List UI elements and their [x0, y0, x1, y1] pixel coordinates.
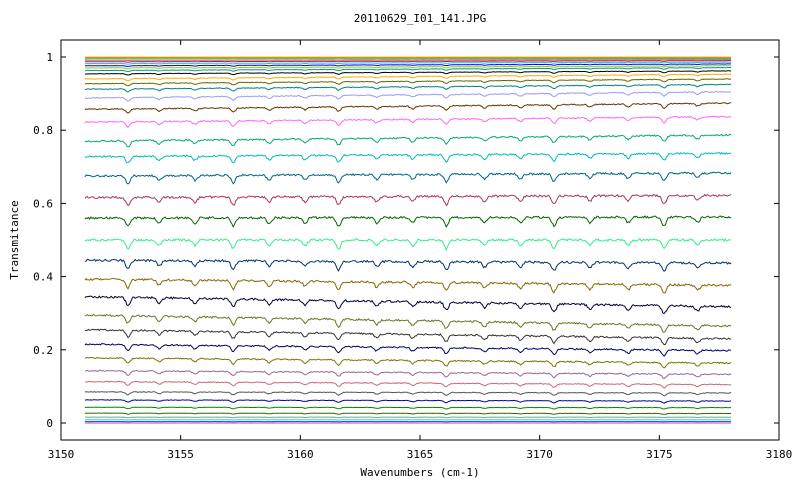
series-line [84, 78, 732, 87]
series-line [84, 391, 732, 397]
x-tick-label: 3170 [526, 448, 553, 461]
series-line [84, 277, 732, 294]
series-line [84, 295, 732, 315]
series-line [84, 343, 732, 357]
series-line [84, 58, 732, 61]
series-line [84, 83, 732, 93]
series-line [84, 328, 732, 346]
series-line [84, 356, 732, 369]
series-line [84, 399, 732, 404]
x-tick-label: 3155 [167, 448, 194, 461]
x-axis-label: Wavenumbers (cm-1) [360, 466, 479, 479]
series-line [84, 102, 732, 114]
series-line [84, 90, 732, 102]
series-line [84, 57, 732, 60]
series-line [84, 412, 732, 415]
series-line [84, 406, 732, 410]
y-axis: 0 0.2 0.4 0.6 0.8 1 [33, 51, 779, 430]
series-line [84, 115, 732, 129]
series-line [84, 237, 732, 252]
series-line [84, 313, 732, 333]
x-tick-label: 3175 [646, 448, 673, 461]
y-tick-label: 0 [46, 417, 53, 430]
chart-title: 20110629_I01_141.JPG [354, 12, 486, 25]
series-line [84, 193, 732, 207]
series-line [84, 151, 732, 164]
series-line [84, 171, 732, 185]
x-tick-label: 3150 [48, 448, 75, 461]
series-line [84, 70, 732, 76]
series-line [84, 60, 732, 63]
series-line [84, 133, 732, 148]
x-tick-label: 3180 [766, 448, 793, 461]
x-axis: 3150 3155 3160 3165 3170 3175 3180 [48, 40, 793, 461]
series-line [84, 63, 732, 68]
series-line [84, 380, 732, 389]
y-tick-label: 0.2 [33, 344, 53, 357]
series-line [84, 215, 732, 229]
series-line [84, 369, 732, 380]
series-line [84, 73, 732, 82]
series-line [84, 66, 732, 73]
x-tick-label: 3160 [287, 448, 314, 461]
y-axis-label: Transmitance [8, 200, 21, 279]
series-lines [84, 56, 732, 424]
x-tick-label: 3165 [407, 448, 434, 461]
series-line [84, 61, 732, 65]
series-line [84, 416, 732, 419]
y-tick-label: 0.6 [33, 197, 53, 210]
series-line [84, 65, 732, 70]
y-tick-label: 1 [46, 51, 53, 64]
series-line [84, 258, 732, 272]
y-tick-label: 0.8 [33, 124, 53, 137]
y-tick-label: 0.4 [33, 271, 53, 284]
